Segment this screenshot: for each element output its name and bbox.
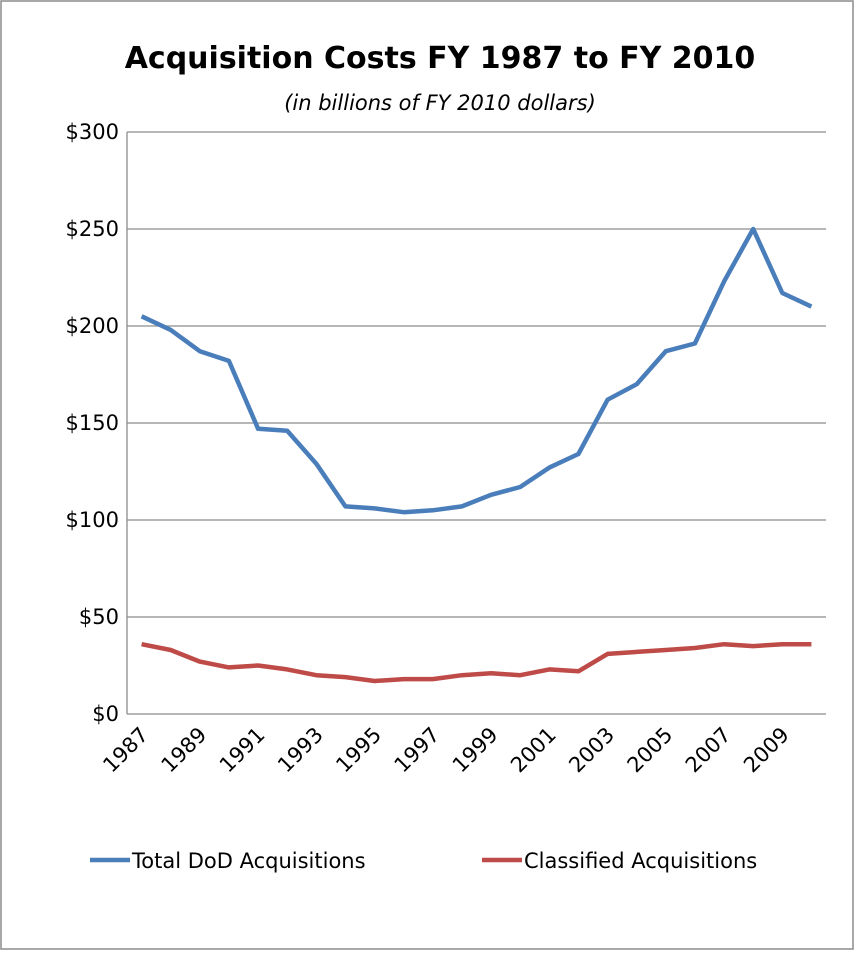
series-line <box>141 641 812 684</box>
legend-label: Total DoD Acquisitions <box>131 849 366 873</box>
y-tick-label: $250 <box>66 217 119 241</box>
legend-label: Classified Acquisitions <box>524 849 757 873</box>
y-tick-label: $150 <box>66 411 119 435</box>
series-line <box>140 226 813 515</box>
y-tick-label: $300 <box>66 120 119 144</box>
y-tick-label: $0 <box>92 702 119 726</box>
y-tick-label: $100 <box>66 508 119 532</box>
chart-subtitle: (in billions of FY 2010 dollars) <box>284 91 596 115</box>
y-tick-label: $50 <box>79 605 119 629</box>
chart-title: Acquisition Costs FY 1987 to FY 2010 <box>125 41 756 76</box>
y-tick-label: $200 <box>66 314 119 338</box>
